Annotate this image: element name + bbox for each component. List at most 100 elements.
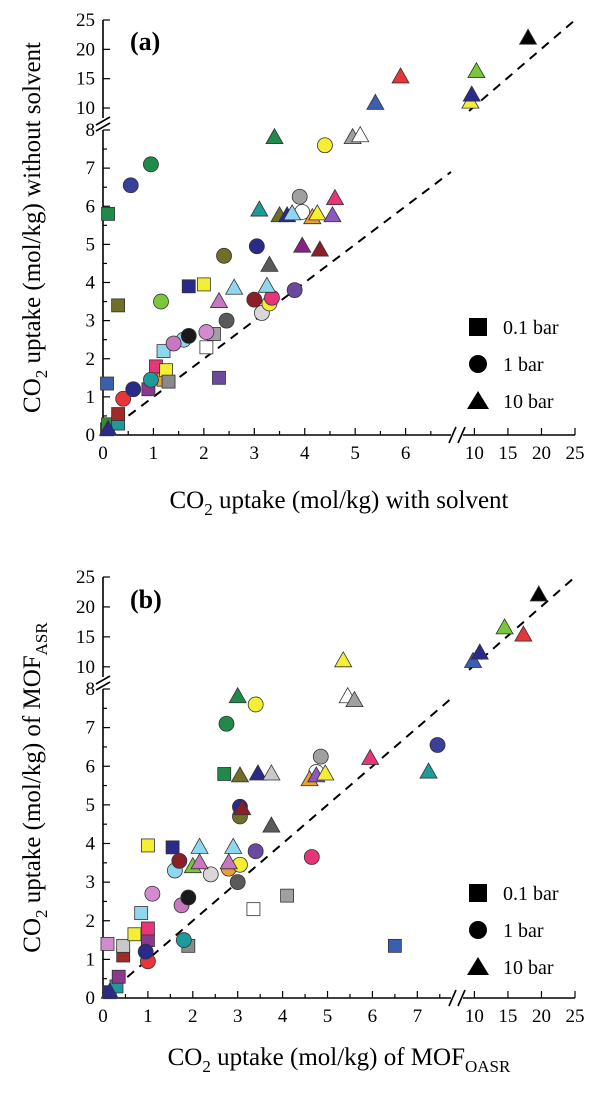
data-point-circle — [248, 238, 265, 255]
data-point-circle — [137, 943, 154, 960]
data-point-triangle — [248, 764, 268, 781]
data-point-triangle — [419, 762, 438, 779]
data-point-circle — [303, 849, 320, 865]
data-point-triangle — [257, 276, 277, 293]
data-point-triangle — [260, 255, 279, 272]
data-point-triangle — [514, 625, 533, 642]
data-point-triangle — [100, 982, 119, 999]
data-point-circle — [180, 889, 197, 906]
data-point-circle — [198, 324, 215, 340]
data-point-triangle — [467, 61, 486, 79]
x-tick-label: 7 — [413, 1006, 423, 1027]
x-axis-title: CO2 uptake (mol/kg) of MOFOASR — [168, 1044, 511, 1076]
data-point-circle — [143, 156, 159, 173]
y-tick-label: 2 — [86, 911, 96, 932]
y-tick-label: 8 — [86, 120, 96, 141]
panel-label: (b) — [130, 585, 162, 614]
data-point-triangle — [518, 28, 538, 45]
data-point-triangle — [233, 798, 252, 816]
legend-label: 10 bar — [503, 957, 554, 979]
legend-square-icon — [469, 318, 487, 336]
data-point-triangle — [262, 764, 281, 781]
data-point-circle — [291, 188, 308, 205]
parity-line-lower — [102, 697, 452, 999]
legend-square-icon — [469, 884, 487, 902]
data-point-triangle — [323, 205, 342, 223]
y-axis-break-mark — [95, 116, 111, 126]
data-point-square — [127, 927, 142, 942]
data-point-triangle — [470, 643, 489, 660]
parity-line-upper — [468, 576, 576, 671]
y-axis-break-mark — [95, 681, 111, 691]
y-tick-label: 4 — [86, 834, 96, 855]
x-tick-label: 5 — [323, 1006, 333, 1027]
data-point-circle — [286, 282, 303, 299]
y-tick-label: 15 — [76, 69, 95, 90]
data-point-triangle — [463, 651, 483, 668]
y-tick-label: 4 — [86, 273, 96, 294]
data-point-square — [101, 206, 115, 221]
legend-circle-icon — [469, 921, 487, 939]
x-axis-break-mark — [448, 989, 457, 1007]
x-tick-label: 10 — [465, 1006, 484, 1027]
x-tick-label: 3 — [250, 443, 260, 464]
y-axis-break-mark — [95, 675, 111, 685]
data-point-circle — [202, 866, 219, 883]
data-point-circle — [317, 137, 333, 154]
data-point-circle — [143, 371, 159, 388]
x-tick-label: 15 — [498, 1006, 517, 1027]
data-point-circle — [216, 247, 232, 264]
parity-line-lower — [102, 171, 452, 436]
x-axis-break-mark — [457, 426, 466, 444]
parity-line-upper — [468, 19, 576, 112]
data-point-circle — [229, 874, 246, 891]
data-point-circle — [247, 843, 264, 860]
x-tick-label: 6 — [401, 443, 411, 464]
data-point-square — [212, 370, 226, 385]
y-axis-title: CO2 uptake (mol/kg) of MOFASR — [19, 622, 51, 953]
data-point-circle — [153, 293, 169, 310]
data-point-square — [156, 344, 171, 359]
data-point-triangle — [391, 67, 410, 84]
data-point-triangle — [325, 188, 345, 206]
x-tick-label: 1 — [143, 1006, 153, 1027]
data-point-square — [165, 840, 180, 855]
data-point-circle — [429, 737, 446, 753]
data-point-circle — [247, 696, 264, 713]
y-tick-label: 20 — [76, 39, 95, 60]
data-point-square — [387, 938, 402, 953]
data-point-triangle — [495, 618, 514, 635]
data-point-circle — [218, 312, 235, 329]
data-point-square — [246, 902, 261, 917]
data-point-circle — [180, 327, 197, 344]
data-point-square — [134, 906, 149, 920]
data-point-square — [111, 407, 126, 421]
y-tick-label: 8 — [86, 679, 96, 700]
legend-label: 0.1 bar — [503, 317, 559, 339]
data-point-square — [111, 969, 126, 984]
legend-label: 1 bar — [503, 920, 544, 942]
data-point-circle — [171, 852, 188, 869]
x-axis-break-mark — [448, 426, 457, 444]
y-tick-label: 15 — [76, 627, 95, 648]
y-tick-label: 25 — [76, 567, 95, 588]
data-point-triangle — [190, 837, 209, 854]
legend-label: 10 bar — [503, 391, 554, 413]
y-tick-label: 10 — [76, 657, 95, 678]
data-point-triangle — [529, 585, 548, 602]
data-point-circle — [125, 381, 142, 398]
y-tick-label: 7 — [86, 718, 96, 739]
y-tick-label: 5 — [86, 234, 96, 255]
y-tick-label: 1 — [86, 387, 96, 408]
x-tick-label: 2 — [199, 443, 209, 464]
data-point-triangle — [462, 85, 481, 102]
y-tick-label: 6 — [86, 756, 96, 777]
data-point-circle — [122, 177, 139, 194]
data-point-triangle — [308, 204, 327, 221]
data-point-triangle — [316, 764, 335, 781]
data-point-triangle — [282, 204, 302, 221]
y-axis-break-mark — [95, 122, 111, 132]
